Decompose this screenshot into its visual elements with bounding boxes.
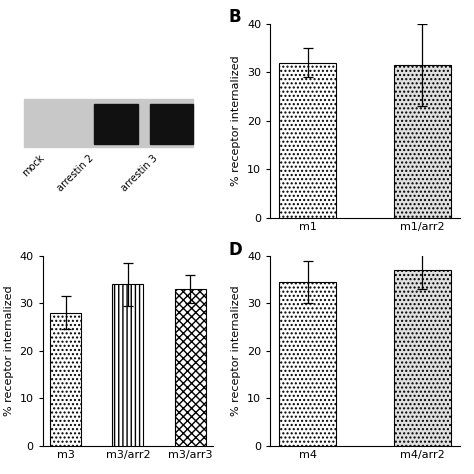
Y-axis label: % receptor internalized: % receptor internalized: [231, 285, 241, 416]
Y-axis label: % receptor internalized: % receptor internalized: [231, 55, 241, 186]
Text: arrestin 3: arrestin 3: [119, 153, 160, 193]
Bar: [112, 284, 144, 446]
Y-axis label: % receptor internalized: % receptor internalized: [4, 285, 14, 416]
Bar: [150, 104, 193, 144]
Bar: [50, 313, 82, 446]
Bar: [279, 63, 336, 218]
Text: B: B: [228, 8, 241, 26]
Bar: [394, 270, 451, 446]
Text: D: D: [228, 241, 242, 259]
Bar: [24, 100, 193, 147]
Text: mock: mock: [20, 153, 46, 179]
Bar: [279, 282, 336, 446]
Bar: [94, 104, 137, 144]
Bar: [394, 65, 451, 218]
Bar: [174, 289, 206, 446]
Text: arrestin 2: arrestin 2: [55, 153, 96, 193]
